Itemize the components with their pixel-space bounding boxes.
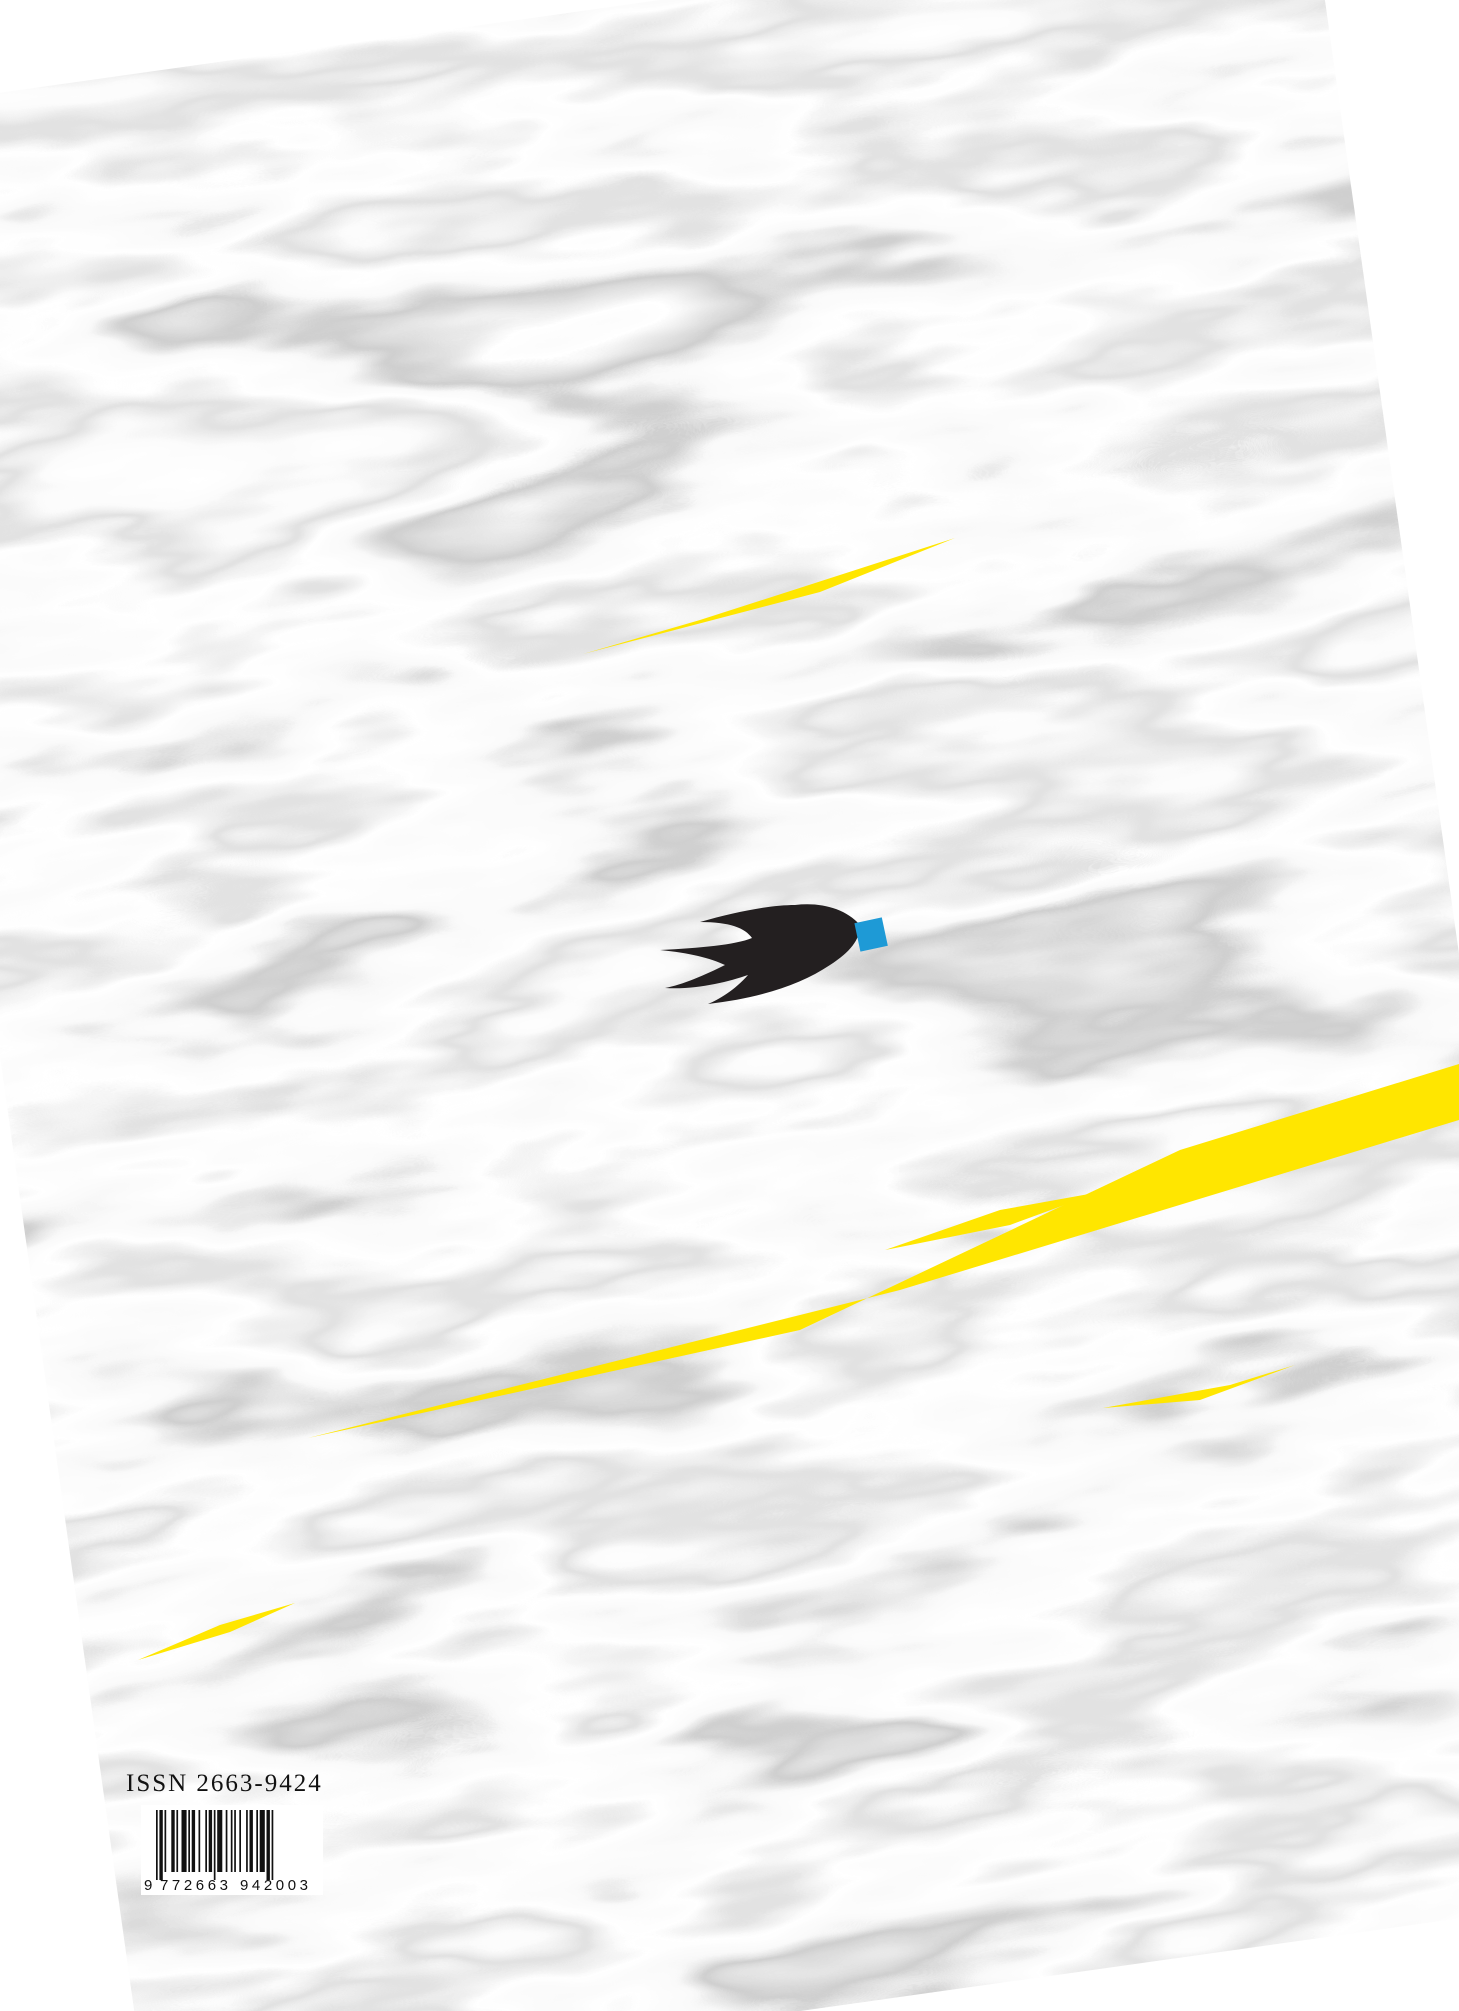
streak — [138, 1603, 295, 1660]
barcode-bars — [156, 1810, 274, 1880]
streak — [308, 1064, 1459, 1438]
barcode-bar — [205, 1810, 207, 1872]
barcode-bar — [266, 1810, 270, 1880]
barcode-bar — [188, 1810, 190, 1872]
barcode-bar — [198, 1810, 201, 1872]
barcode-bar — [271, 1810, 274, 1880]
issn: ISSN 2663-9424 — [126, 1770, 323, 1797]
barcode-bar — [249, 1810, 253, 1872]
yellow-streaks — [138, 538, 1459, 1660]
streak — [1103, 1365, 1295, 1408]
barcode-bar — [208, 1810, 213, 1872]
barcode-bar — [159, 1810, 163, 1880]
barcode-bar — [213, 1810, 216, 1880]
barcode-bar — [156, 1810, 158, 1880]
barcode-bar — [259, 1810, 265, 1872]
barcode-bar — [234, 1810, 236, 1872]
barcode-bar — [176, 1810, 179, 1872]
barcode-bar — [191, 1810, 196, 1872]
barcode-bar — [230, 1810, 233, 1872]
barcode-lead-digit: 9 — [144, 1877, 152, 1894]
barcode-bar — [164, 1810, 167, 1872]
streak — [885, 1192, 1100, 1250]
barcode-bar — [256, 1810, 258, 1872]
barcode-bar — [239, 1810, 241, 1872]
barcode-bar — [246, 1810, 248, 1872]
bird-logo — [660, 904, 888, 1004]
barcode-bar — [225, 1810, 228, 1872]
barcode-bar — [171, 1810, 175, 1872]
barcode-bar — [217, 1810, 223, 1872]
barcode-bar — [181, 1810, 187, 1872]
